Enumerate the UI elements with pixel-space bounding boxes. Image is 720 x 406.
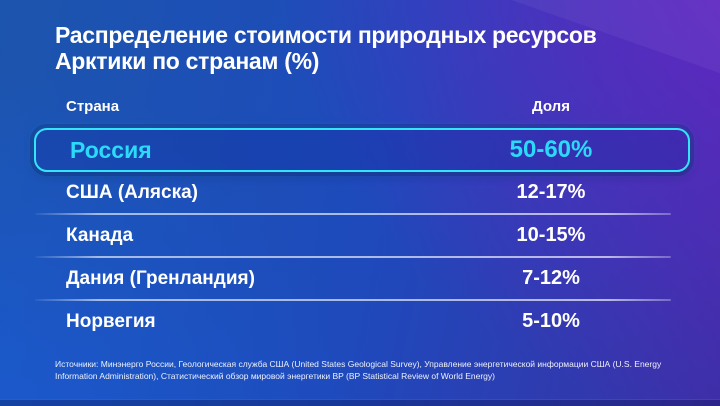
country-cell: Норвегия (66, 310, 156, 332)
share-cell: 50-60% (509, 136, 593, 163)
bottom-strip (0, 399, 720, 406)
table-row: Норвегия 5-10% (34, 301, 690, 342)
page-title-line-1: Распределение стоимости природных ресурс… (55, 22, 597, 48)
header-share: Доля (532, 97, 570, 115)
country-cell: Дания (Гренландия) (66, 267, 255, 289)
table-row: США (Аляска) 12-17% (34, 172, 690, 213)
row-divider (35, 256, 671, 258)
share-cell: 7-12% (522, 267, 580, 289)
row-divider (35, 213, 671, 215)
share-cell: 12-17% (516, 181, 586, 203)
table-header-row: Страна Доля (34, 94, 690, 118)
country-cell: США (Аляска) (66, 181, 198, 203)
country-share-table: Страна Доля Россия 50-60% США (Аляска) 1… (34, 94, 690, 342)
share-cell: 10-15% (516, 224, 586, 246)
country-cell: Канада (66, 224, 134, 246)
table-row: Дания (Гренландия) 7-12% (34, 258, 690, 299)
sources-note: Источники: Минэнерго России, Геологическ… (55, 359, 662, 381)
share-cell: 5-10% (522, 310, 580, 332)
row-divider (35, 299, 671, 301)
header-country: Страна (66, 97, 120, 115)
table-row: Канада 10-15% (34, 215, 690, 256)
page-title-line-2: Арктики по странам (%) (55, 48, 320, 74)
highlighted-row-russia: Россия 50-60% (34, 128, 690, 172)
page-title: Распределение стоимости природных ресурс… (55, 22, 680, 74)
country-cell: Россия (70, 136, 152, 163)
